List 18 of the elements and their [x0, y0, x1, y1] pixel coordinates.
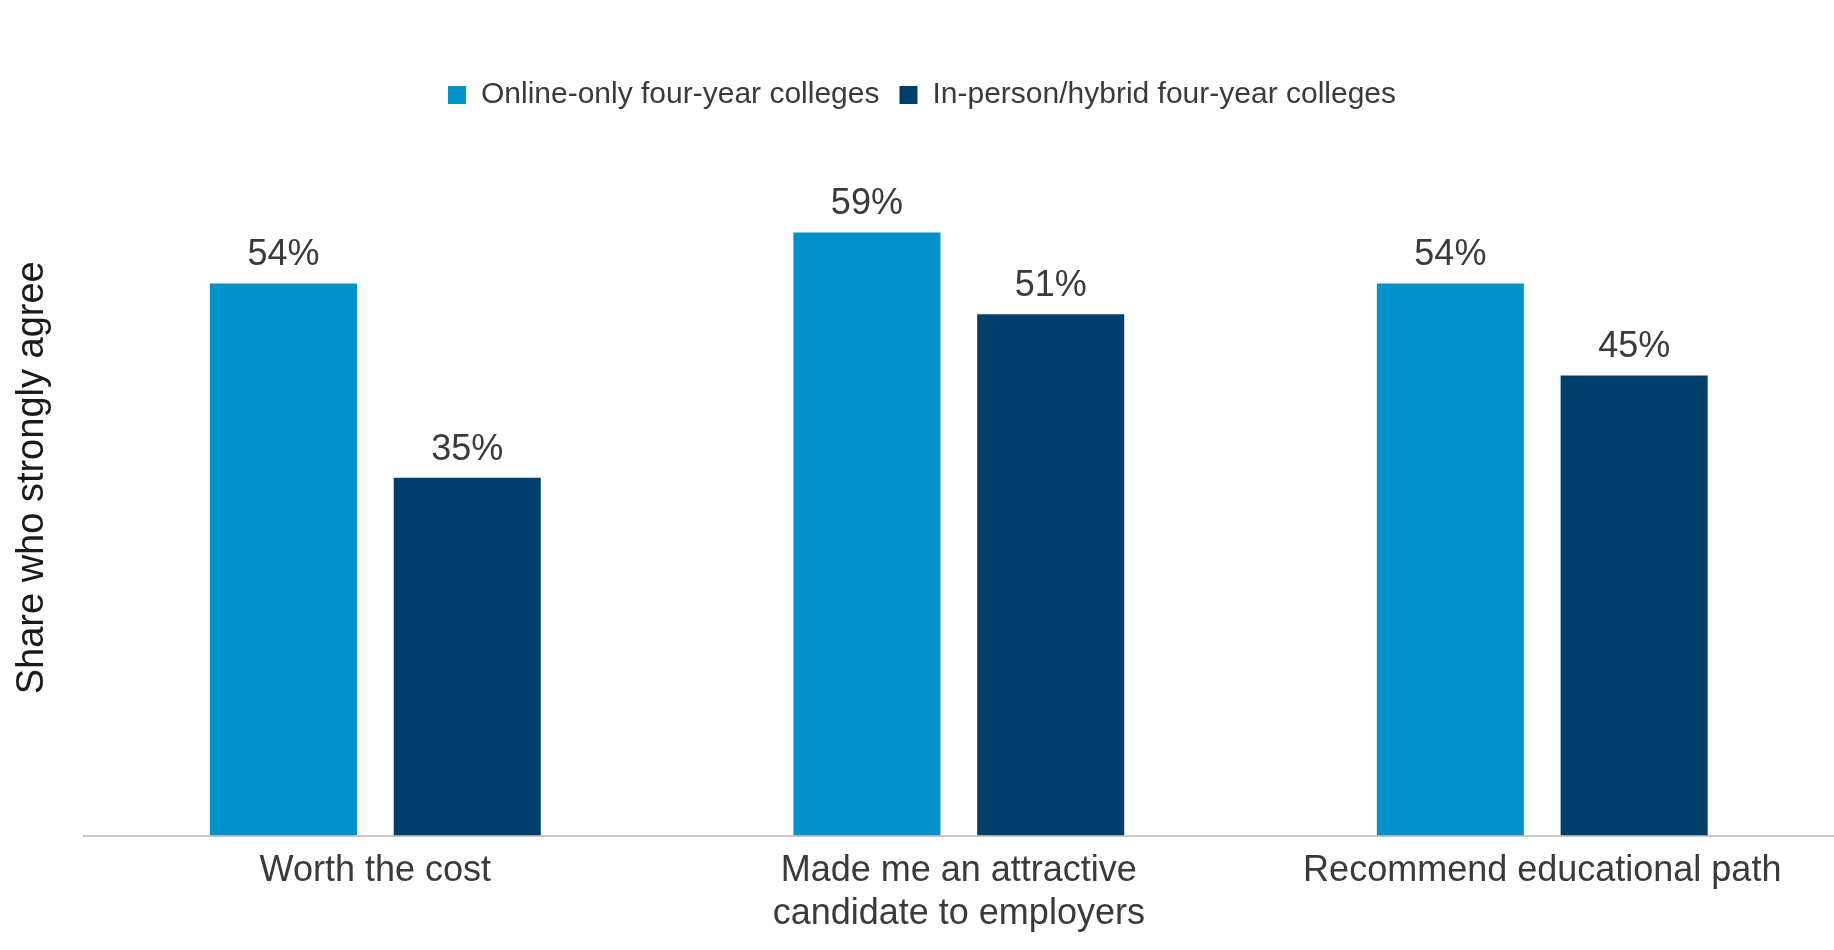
- bar: [393, 477, 541, 836]
- data-label: 54%: [247, 232, 320, 274]
- x-tick-label: Recommend educational path: [1303, 848, 1782, 890]
- data-label: 59%: [830, 181, 903, 223]
- bar: [977, 314, 1125, 836]
- bar: [1560, 375, 1708, 836]
- x-tick-label: Made me an attractive candidate to employers: [772, 848, 1145, 933]
- bar: [209, 283, 357, 836]
- data-label: 45%: [1598, 324, 1671, 366]
- bar: [1376, 283, 1524, 836]
- x-tick-label: Worth the cost: [259, 848, 492, 890]
- bar: [793, 232, 941, 836]
- legend-label: In-person/hybrid four-year colleges: [932, 76, 1397, 110]
- legend-label: Online-only four-year colleges: [480, 76, 880, 110]
- data-label: 54%: [1414, 232, 1487, 274]
- data-label: 35%: [431, 426, 504, 468]
- y-axis-title: Share who strongly agree: [9, 261, 52, 695]
- data-label: 51%: [1014, 263, 1087, 305]
